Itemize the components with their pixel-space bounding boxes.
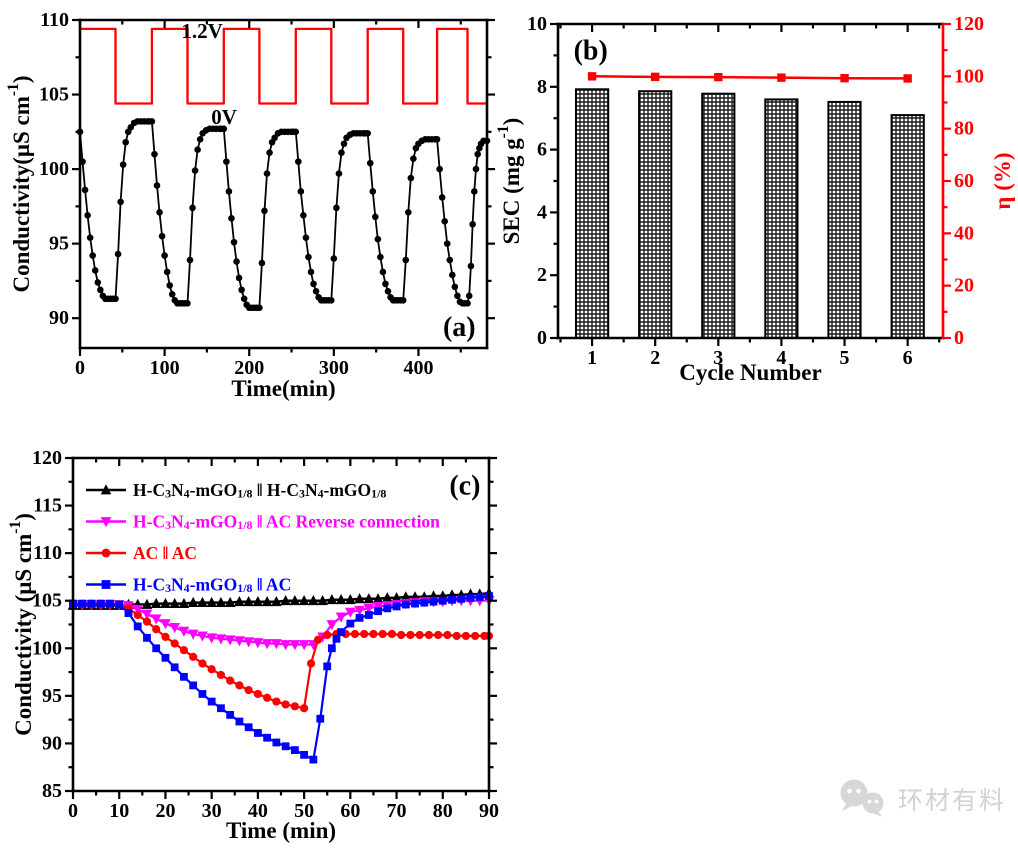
y-tick-label: 8 <box>537 76 547 98</box>
sec-bars <box>575 88 925 340</box>
x-axis-label: Time(min) <box>231 376 335 401</box>
y-tick-label: 120 <box>32 447 62 469</box>
x-tick-label: 400 <box>403 357 433 379</box>
bar-cycle-4 <box>764 98 799 340</box>
annotation-1.2V: 1.2V <box>181 19 222 43</box>
y2-tick-label: 80 <box>954 118 974 140</box>
axes-frame <box>78 18 489 350</box>
x-tick-label: 100 <box>150 357 180 379</box>
x-tick-label: 1 <box>587 347 597 369</box>
legend-label: H-C3N4-mGO1/8 ‖ AC <box>133 575 291 596</box>
annotation-0V: 0V <box>211 105 237 129</box>
applied-voltage-square-wave <box>78 27 489 105</box>
y2-tick-label: 0 <box>954 327 964 349</box>
y2-tick-label: 60 <box>954 170 974 192</box>
bar-cycle-2 <box>638 90 673 339</box>
y-tick-label: 0 <box>537 327 547 349</box>
conductivity-cycles <box>76 118 491 312</box>
y-tick-label: 4 <box>537 201 547 223</box>
y-tick-label: 105 <box>39 84 69 106</box>
ticks: 0 100 200 300 400 90 95 100 105 110 <box>39 9 495 379</box>
x-tick-label: 5 <box>840 347 850 369</box>
y2-axis-label: η (%) <box>990 152 1015 209</box>
x-tick-label: 0 <box>68 800 78 822</box>
x-tick-label: 60 <box>340 800 360 822</box>
x-tick-label: 0 <box>75 357 85 379</box>
y-axis-label: Conductivity(μS cm-1) <box>5 75 34 292</box>
watermark-text: 环材有料 <box>898 787 1007 815</box>
y-tick-label: 10 <box>527 13 547 35</box>
legend-label: H-C3N4-mGO1/8 ‖ H-C3N4-mGO1/8 <box>133 480 386 501</box>
eta-efficiency <box>587 72 912 83</box>
bar-cycle-3 <box>701 92 736 339</box>
y-tick-label: 95 <box>42 685 62 707</box>
x-tick-label: 30 <box>202 800 222 822</box>
x-tick-label: 200 <box>234 357 264 379</box>
y2-tick-label: 40 <box>954 222 974 244</box>
wechat-bubbles-icon <box>840 779 884 817</box>
y-axis-label: SEC (mg g-1) <box>495 118 524 245</box>
x-tick-label: 20 <box>155 800 175 822</box>
y2-tick-label: 120 <box>954 13 984 35</box>
ticks: 0 10 20 30 40 50 60 70 80 90 85 90 95 100 105 110 115 120 <box>32 447 499 822</box>
legend: H-C3N4-mGO1/8 ‖ H-C3N4-mGO1/8 H-C3N4-mGO1… <box>86 480 440 595</box>
y-tick-label: 90 <box>49 307 69 329</box>
x-axis-label: Cycle Number <box>679 360 821 385</box>
y2-tick-label: 100 <box>954 65 984 87</box>
annotation-a: (a) <box>443 312 476 343</box>
y-tick-label: 110 <box>33 542 62 564</box>
x-tick-label: 6 <box>903 347 913 369</box>
watermark: 环材有料 <box>836 778 1006 820</box>
legend-label: H-C3N4-mGO1/8 ‖ AC Reverse connection <box>133 512 440 533</box>
y-tick-label: 105 <box>32 590 62 612</box>
x-tick-label: 4 <box>776 347 786 369</box>
x-tick-label: 300 <box>319 357 349 379</box>
annotation-b: (b) <box>574 35 608 66</box>
x-tick-label: 3 <box>713 347 723 369</box>
x-tick-label: 40 <box>248 800 268 822</box>
x-tick-label: 90 <box>479 800 499 822</box>
y-tick-label: 90 <box>42 732 62 754</box>
y-tick-label: 95 <box>49 233 69 255</box>
y2-tick-label: 20 <box>954 275 974 297</box>
bar-cycle-6 <box>890 114 925 339</box>
x-axis-label: Time (min) <box>226 818 336 843</box>
x-tick-label: 70 <box>387 800 407 822</box>
x-tick-label: 50 <box>294 800 314 822</box>
x-tick-label: 10 <box>109 800 129 822</box>
y-tick-label: 2 <box>537 264 547 286</box>
hcn-mgo-vs-ac <box>69 592 493 764</box>
axes-frame <box>556 22 945 340</box>
panel-a-conductivity-voltage-chart: 0 100 200 300 400 90 95 100 105 110 Time(min) Condu… <box>5 9 495 401</box>
x-tick-label: 80 <box>433 800 453 822</box>
y-tick-label: 115 <box>33 495 62 517</box>
x-tick-label: 2 <box>650 347 660 369</box>
panel-c-electrode-comparison-chart: 0 10 20 30 40 50 60 70 80 90 85 90 95 100 105 110 115 120… <box>7 447 499 843</box>
y-tick-label: 85 <box>42 780 62 802</box>
annotation-c: (c) <box>449 470 480 501</box>
y-tick-label: 100 <box>39 158 69 180</box>
y-tick-label: 110 <box>40 9 69 31</box>
y-tick-label: 100 <box>32 637 62 659</box>
bar-cycle-1 <box>575 88 610 339</box>
y-tick-label: 6 <box>537 139 547 161</box>
bar-cycle-5 <box>827 100 862 340</box>
legend-label: AC ‖ AC <box>133 543 197 563</box>
y-axis-label: Conductivity (μS cm-1) <box>7 513 36 736</box>
